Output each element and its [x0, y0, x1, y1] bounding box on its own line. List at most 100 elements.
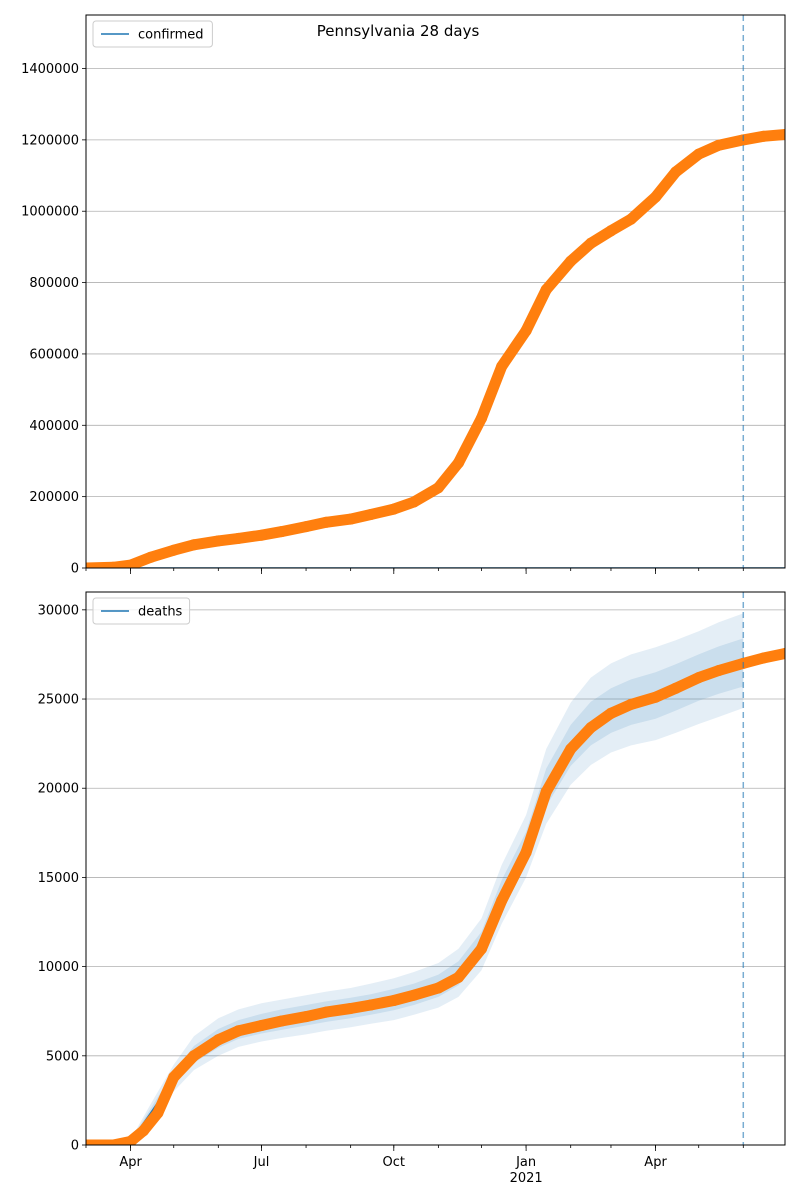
legend-box: [92, 20, 213, 48]
axes-frame: [85, 14, 786, 569]
observed-point: [476, 412, 487, 424]
observed-point: [365, 509, 377, 520]
y-tick-label: 800000: [29, 276, 79, 291]
observed-point: [320, 1006, 332, 1018]
observed-point: [408, 496, 420, 508]
observed-point: [432, 982, 444, 994]
y-tick-label: 200000: [29, 490, 79, 505]
y-tick-label: 30000: [38, 603, 79, 618]
observed-point: [320, 516, 332, 528]
observed-point: [233, 532, 244, 544]
axes-frame: [85, 591, 786, 1146]
observed-point: [713, 665, 725, 676]
y-tick-label: 0: [71, 562, 79, 577]
y-tick-label: 1200000: [21, 133, 79, 148]
observed-point: [168, 544, 180, 556]
observed-point: [779, 648, 785, 659]
observed-point: [757, 652, 769, 664]
observed-point: [650, 191, 662, 203]
observed-point: [276, 1015, 288, 1027]
observed-point: [476, 943, 487, 955]
chart-title: Pennsylvania 28 days: [316, 22, 480, 40]
observed-point: [670, 166, 682, 178]
x-tick-label: Apr: [644, 1155, 667, 1170]
observed-point: [496, 895, 508, 907]
observed-point: [300, 521, 312, 533]
observed-series: [86, 648, 785, 1145]
observed-point: [540, 786, 552, 798]
observed-point: [693, 148, 705, 160]
observed-point: [125, 559, 137, 568]
observed-point: [757, 130, 769, 142]
observed-point: [585, 722, 597, 734]
observed-series: [86, 129, 785, 568]
uncertainty-band: [86, 638, 744, 1145]
observed-point: [388, 503, 400, 515]
observed-point: [256, 529, 267, 541]
observed-point: [520, 325, 532, 337]
observed-point: [168, 1071, 180, 1083]
plot-area: [86, 613, 785, 1145]
y-tick-label: 1000000: [21, 205, 79, 220]
observed-point: [625, 213, 637, 225]
y-tick-label: 10000: [38, 960, 79, 975]
legend: confirmed: [92, 20, 213, 48]
observed-point: [345, 513, 357, 525]
observed-point: [276, 526, 288, 538]
x-tick-label: Jan: [515, 1155, 536, 1170]
observed-point: [188, 539, 200, 551]
observed-point: [496, 360, 508, 372]
observed-point: [138, 1125, 149, 1137]
observed-point: [365, 999, 377, 1011]
observed-point: [453, 457, 464, 469]
observed-point: [86, 1139, 92, 1145]
observed-point: [212, 535, 224, 547]
deaths-chart-panel: 0 5000 10000 15000 20000 25000 30000 Apr Jul Oct J…: [38, 591, 786, 1186]
observed-point: [650, 691, 662, 703]
observed-point: [693, 672, 705, 684]
x-tick-label: Apr: [119, 1155, 142, 1170]
observed-point: [233, 1025, 244, 1037]
y-tick-label: 400000: [29, 419, 79, 434]
confirmed-chart-panel: 0 200000 400000 600000 800000 1000000 1200000 1…: [21, 14, 786, 577]
observed-point: [300, 1011, 312, 1023]
observed-point: [145, 551, 157, 563]
y-tick-label: 600000: [29, 347, 79, 362]
observed-point: [540, 284, 552, 296]
observed-point: [565, 255, 577, 267]
observed-point: [713, 139, 725, 151]
legend-box: [92, 597, 191, 625]
observed-point: [86, 562, 92, 568]
y-tick-label: 15000: [38, 871, 79, 886]
observed-point: [432, 482, 444, 494]
observed-point: [107, 1139, 119, 1145]
observed-point: [256, 1020, 267, 1031]
x-tick-label: Oct: [383, 1155, 405, 1170]
legend-label: confirmed: [138, 28, 204, 43]
y-tick-label: 5000: [46, 1049, 79, 1064]
observed-point: [625, 698, 637, 710]
observed-point: [520, 846, 532, 858]
x-tick-label: Jul: [253, 1155, 270, 1170]
observed-point: [152, 1107, 164, 1119]
observed-point: [670, 682, 682, 694]
x-tick-sublabel: 2021: [510, 1171, 543, 1186]
observed-point: [779, 129, 785, 140]
legend: deaths: [92, 597, 191, 625]
observed-point: [107, 561, 119, 568]
observed-point: [388, 995, 400, 1006]
y-tick-label: 20000: [38, 782, 79, 797]
observed-point: [212, 1034, 224, 1046]
y-tick-label: 0: [71, 1139, 79, 1154]
legend-label: deaths: [138, 605, 183, 620]
observed-point: [605, 707, 617, 719]
observed-point: [408, 989, 420, 1001]
observed-point: [585, 237, 597, 249]
observed-point: [605, 225, 617, 237]
observed-point: [345, 1003, 357, 1014]
observed-point: [565, 743, 577, 755]
y-tick-label: 25000: [38, 693, 79, 708]
plot-area: [86, 129, 785, 568]
observed-point: [453, 971, 464, 983]
